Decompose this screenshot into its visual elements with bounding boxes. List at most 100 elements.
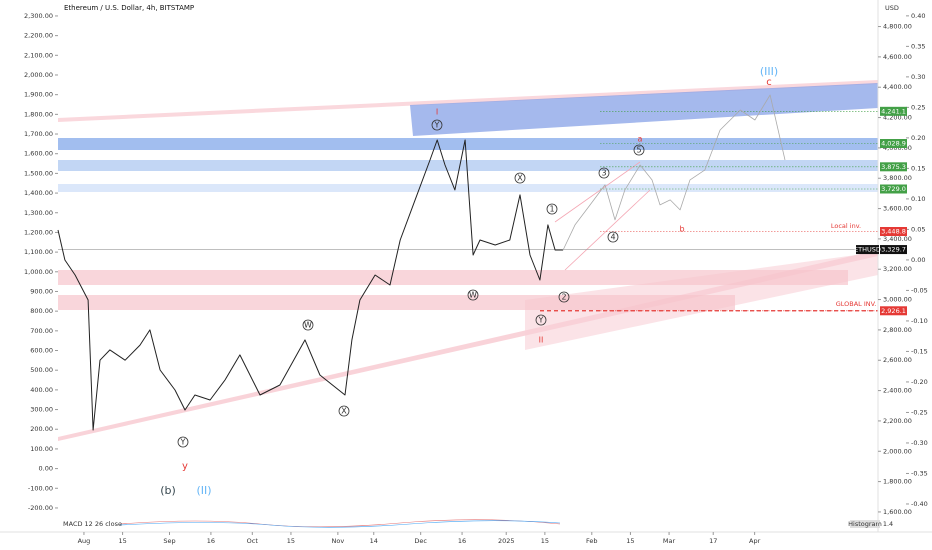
price-tag [880, 306, 907, 316]
wave-ring [607, 231, 619, 243]
wave-label: y [182, 461, 188, 472]
wave-label: 3 [601, 169, 606, 178]
histogram-tag [850, 520, 880, 528]
x-tick-label: 15 [118, 537, 126, 545]
osc-tick-label: -0.05 [911, 286, 928, 294]
upper-channel [58, 80, 878, 122]
left-tick-label: 1,000.00 [24, 268, 53, 276]
wave-ring [177, 436, 189, 448]
wave-ring [467, 289, 479, 301]
price-tag [880, 106, 907, 116]
osc-tick-label: 0.20 [911, 134, 925, 142]
price-tag [880, 184, 907, 194]
y-tick-label: 3,400.00 [883, 235, 912, 243]
macd-line [119, 519, 561, 528]
osc-tick-label: -0.35 [911, 469, 928, 477]
wave-label: X [517, 174, 523, 183]
left-tick-label: 600.00 [30, 347, 53, 355]
wave-label: (II) [196, 484, 211, 497]
left-tick-label: 800.00 [30, 307, 53, 315]
x-tick-label: Nov [332, 537, 345, 545]
x-tick-label: 15 [287, 537, 295, 545]
price-tag-label: 2,926.1 [881, 307, 906, 315]
pink-zone [58, 270, 848, 285]
y-tick-label: 2,000.00 [883, 447, 912, 455]
x-tick-label: Aug [78, 537, 91, 545]
wave-label: c [766, 77, 772, 88]
macd-pane [58, 518, 878, 530]
left-tick-label: 2,300.00 [24, 12, 53, 20]
left-tick-label: 500.00 [30, 366, 53, 374]
wave-label: W [304, 321, 312, 330]
price-tag-label: 4,028.9 [881, 140, 906, 148]
price-tag-label: 3,729.0 [881, 185, 906, 193]
left-tick-label: 0.00 [39, 465, 53, 473]
histogram-label: Histogram [848, 520, 882, 528]
osc-tick-label: -0.25 [911, 408, 928, 416]
y-tick-label: 3,000.00 [883, 296, 912, 304]
price-tag [880, 245, 907, 255]
wave-label: b [679, 225, 684, 234]
blue-zone [58, 160, 878, 171]
left-tick-label: 1,100.00 [24, 248, 53, 256]
symbol-tag-label: ETHUSD [854, 246, 881, 254]
osc-tick-label: 0.00 [911, 256, 925, 264]
osc-tick-label: -0.20 [911, 378, 928, 386]
y-tick-label: 3,800.00 [883, 174, 912, 182]
wave-ring [546, 203, 558, 215]
left-tick-label: 1,500.00 [24, 169, 53, 177]
left-tick-label: 300.00 [30, 406, 53, 414]
x-tick-label: 15 [626, 537, 634, 545]
price-line [562, 94, 786, 251]
y-tick-label: 4,800.00 [883, 23, 912, 31]
wave-label: Y [538, 316, 544, 325]
y-tick-label: 2,800.00 [883, 326, 912, 334]
osc-tick-label: 0.10 [911, 195, 925, 203]
y-tick-label: 2,600.00 [883, 356, 912, 364]
left-tick-label: 1,600.00 [24, 150, 53, 158]
wave-label: 5 [636, 146, 641, 155]
left-tick-label: 1,800.00 [24, 110, 53, 118]
y-tick-label: 2,400.00 [883, 387, 912, 395]
wave-label: X [341, 407, 347, 416]
signal-line [119, 520, 561, 528]
left-tick-label: 2,100.00 [24, 51, 53, 59]
wave-label: I [436, 108, 438, 117]
left-tick-label: 700.00 [30, 327, 53, 335]
wave-ring [514, 172, 526, 184]
left-tick-label: 400.00 [30, 386, 53, 394]
osc-tick-label: -0.15 [911, 347, 928, 355]
price-tag [880, 226, 907, 236]
histogram-value: 1.4 [883, 520, 893, 528]
price-tag-label: 3,875.3 [881, 163, 906, 171]
osc-tick-label: -0.10 [911, 317, 928, 325]
annotation: Local inv. [831, 222, 861, 230]
osc-tick-label: 0.25 [911, 103, 925, 111]
wave-ring [302, 319, 314, 331]
x-tick-label: 2025 [498, 537, 515, 545]
osc-tick-label: 0.05 [911, 225, 925, 233]
y-tick-label: 1,600.00 [883, 508, 912, 516]
x-tick-label: Sep [163, 537, 175, 545]
wave-labels: I Y X 1 3 5 a 4 b 2 W Y II W X Y y (b) (… [160, 65, 778, 497]
price-tag [880, 139, 907, 149]
left-tick-label: -100.00 [28, 484, 53, 492]
wave-label: a [638, 135, 643, 144]
symbol-tag [856, 245, 879, 255]
left-tick-label: 1,700.00 [24, 130, 53, 138]
wave-ring [431, 119, 443, 131]
left-tick-label: 1,900.00 [24, 91, 53, 99]
osc-tick-label: 0.30 [911, 73, 925, 81]
x-tick-label: 17 [709, 537, 717, 545]
left-tick-label: 2,200.00 [24, 32, 53, 40]
wave-ring [535, 314, 547, 326]
left-tick-label: 200.00 [30, 425, 53, 433]
x-tick-label: Mar [663, 537, 676, 545]
y-tick-label: 2,200.00 [883, 417, 912, 425]
x-tick-label: Apr [749, 537, 761, 545]
annotation: GLOBAL INV. [836, 300, 877, 308]
wave-label: (III) [760, 65, 778, 78]
y-tick-label: 4,200.00 [883, 114, 912, 122]
price-tag-label: 3,448.8 [881, 227, 906, 235]
